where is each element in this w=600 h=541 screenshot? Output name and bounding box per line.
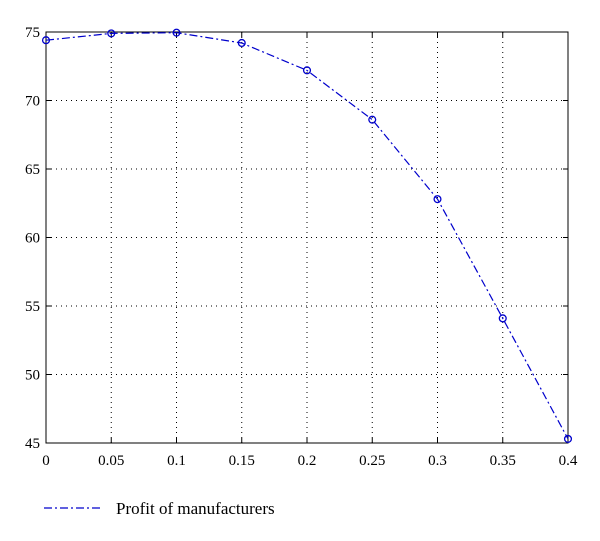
y-tick-label: 45 <box>25 436 40 452</box>
y-tick-label: 75 <box>25 25 40 41</box>
series-group <box>41 28 573 443</box>
x-tick-label: 0.35 <box>490 453 516 469</box>
x-tick-label: 0 <box>42 453 50 469</box>
series-line <box>45 32 569 440</box>
x-tick-label: 0.2 <box>298 453 317 469</box>
data-point-marker <box>563 434 573 443</box>
x-axis-tick-labels: 0 0.05 0.1 0.15 0.2 0.25 0.3 0.35 0.4 <box>42 453 578 469</box>
x-tick-label: 0.15 <box>229 453 255 469</box>
legend-label: Profit of manufacturers <box>116 499 275 518</box>
data-point-marker <box>368 115 377 124</box>
data-point-marker <box>107 29 116 38</box>
x-tick-label: 0.25 <box>359 453 385 469</box>
y-axis-tick-labels: 45 50 55 60 65 70 75 <box>25 25 40 452</box>
x-tick-label: 0.3 <box>428 453 447 469</box>
data-point-marker <box>433 195 442 204</box>
data-point-marker <box>302 66 312 75</box>
legend: Profit of manufacturers <box>44 499 275 518</box>
y-tick-label: 65 <box>25 162 40 178</box>
grid <box>46 32 568 443</box>
y-tick-label: 50 <box>25 368 40 384</box>
y-tick-label: 70 <box>25 94 40 110</box>
data-point-marker <box>41 36 51 45</box>
x-tick-label: 0.05 <box>98 453 124 469</box>
data-point-marker <box>237 38 246 48</box>
y-tick-label: 55 <box>25 299 40 315</box>
y-tick-label: 60 <box>25 231 40 247</box>
data-point-marker <box>498 314 507 323</box>
x-tick-label: 0.1 <box>167 453 186 469</box>
data-point-marker <box>172 28 181 37</box>
x-tick-label: 0.4 <box>559 453 578 469</box>
